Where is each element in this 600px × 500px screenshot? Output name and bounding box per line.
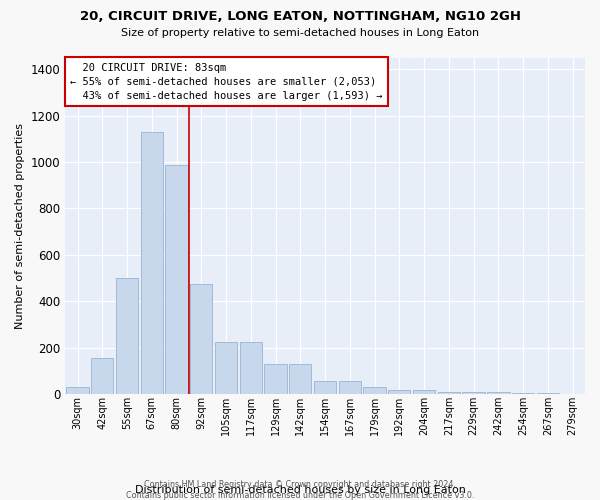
Bar <box>314 382 336 394</box>
Bar <box>265 364 287 394</box>
Text: 20, CIRCUIT DRIVE, LONG EATON, NOTTINGHAM, NG10 2GH: 20, CIRCUIT DRIVE, LONG EATON, NOTTINGHA… <box>79 10 521 23</box>
Bar <box>289 364 311 394</box>
Y-axis label: Number of semi-detached properties: Number of semi-detached properties <box>15 123 25 329</box>
Bar <box>413 390 435 394</box>
Bar <box>338 382 361 394</box>
Bar <box>190 284 212 394</box>
Bar <box>239 342 262 394</box>
Bar <box>91 358 113 394</box>
Bar <box>116 278 138 394</box>
Bar <box>140 132 163 394</box>
Bar <box>67 388 89 394</box>
Bar <box>215 342 237 394</box>
Bar <box>463 392 485 394</box>
Bar <box>487 392 509 394</box>
Bar <box>166 166 188 394</box>
Text: Distribution of semi-detached houses by size in Long Eaton: Distribution of semi-detached houses by … <box>134 485 466 495</box>
Text: 20 CIRCUIT DRIVE: 83sqm
← 55% of semi-detached houses are smaller (2,053)
  43% : 20 CIRCUIT DRIVE: 83sqm ← 55% of semi-de… <box>70 62 383 100</box>
Bar <box>512 393 534 394</box>
Bar <box>438 392 460 394</box>
Text: Contains HM Land Registry data © Crown copyright and database right 2024.
Contai: Contains HM Land Registry data © Crown c… <box>126 480 474 500</box>
Bar <box>364 388 386 394</box>
Bar <box>537 393 559 394</box>
Bar <box>388 390 410 394</box>
Text: Size of property relative to semi-detached houses in Long Eaton: Size of property relative to semi-detach… <box>121 28 479 38</box>
